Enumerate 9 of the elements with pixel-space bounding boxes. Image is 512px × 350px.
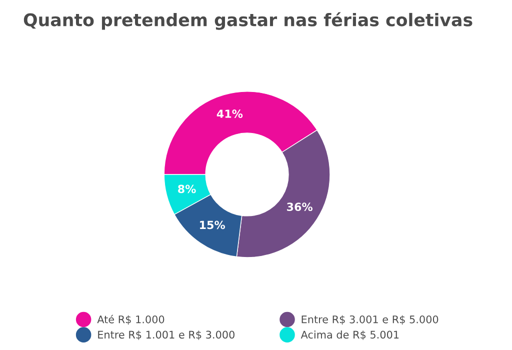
legend-label: Até R$ 1.000 [97,314,164,325]
data-label: 41% [216,110,243,118]
data-label: 15% [200,220,226,230]
legend-label: Acima de R$ 5.001 [300,330,399,340]
data-label: 8% [178,184,196,194]
legend-label: Entre R$ 1.001 e R$ 3.000 [98,330,234,340]
legend-label: Entre R$ 3.001 e R$ 5.000 [302,315,438,325]
chart-title: Quanto pretendem gastar nas férias coletivas [24,12,472,30]
data-label: 36% [287,202,313,212]
